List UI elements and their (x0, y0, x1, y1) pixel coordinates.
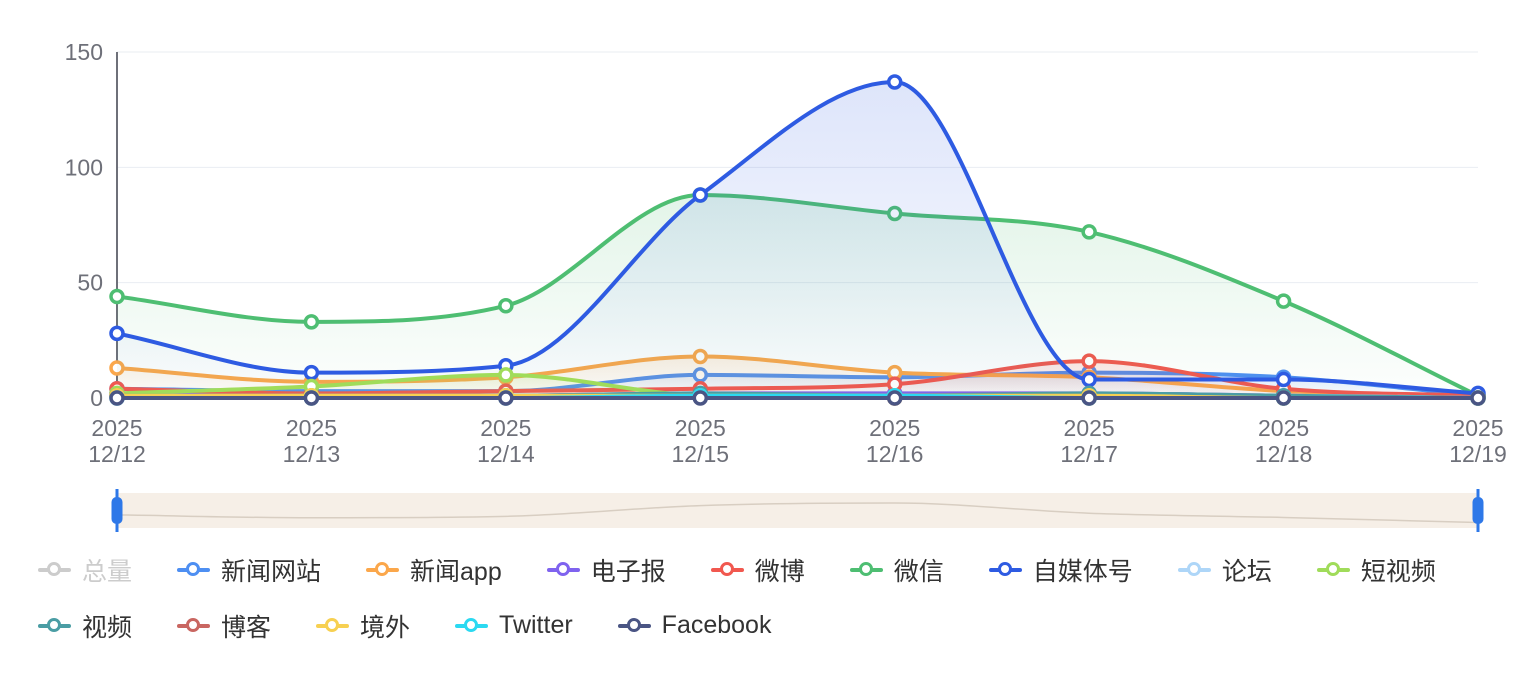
legend-item-Twitter[interactable]: Twitter (455, 605, 573, 646)
legend-line-marker-icon (177, 562, 211, 577)
x-axis-tick-date: 12/13 (283, 441, 341, 467)
legend-label: 总量 (82, 557, 133, 586)
legend-label: 短视频 (1360, 557, 1436, 586)
x-axis-tick-date: 12/19 (1449, 441, 1507, 467)
data-point[interactable] (498, 367, 514, 383)
data-point[interactable] (692, 390, 709, 406)
legend-line-marker-icon (316, 618, 350, 633)
x-axis-tick-date: 12/17 (1060, 441, 1118, 467)
data-point[interactable] (109, 325, 125, 342)
data-point[interactable] (1275, 293, 1292, 309)
y-axis-tick-label: 0 (90, 385, 103, 411)
legend-item-博客[interactable]: 博客 (177, 605, 271, 646)
legend-item-新闻网站[interactable]: 新闻网站 (177, 549, 321, 590)
x-axis-tick-date: 12/18 (1255, 441, 1313, 467)
data-point[interactable] (1275, 371, 1292, 388)
legend-label: 电子报 (590, 557, 666, 586)
data-point[interactable] (498, 297, 514, 314)
legend-line-marker-icon (710, 562, 744, 577)
datazoom-left-handle[interactable] (111, 489, 123, 532)
legend-item-Facebook[interactable]: Facebook (617, 605, 772, 646)
legend-item-新闻app[interactable]: 新闻app (366, 549, 502, 590)
legend-item-视频[interactable]: 视频 (38, 605, 132, 646)
chart-canvas: 050100150202512/12202512/13202512/142025… (65, 39, 1507, 532)
x-axis-tick-year: 2025 (91, 415, 142, 441)
x-axis-tick-year: 2025 (1452, 415, 1503, 441)
legend-line-marker-icon (1316, 562, 1350, 577)
legend-line-marker-icon (988, 562, 1022, 577)
data-point[interactable] (303, 364, 320, 381)
data-point[interactable] (498, 390, 514, 406)
legend-line-marker-icon (366, 562, 400, 577)
x-axis-tick-date: 12/14 (477, 441, 535, 467)
x-axis-tick-year: 2025 (1064, 415, 1115, 441)
legend-line-marker-icon (617, 618, 651, 633)
x-axis-tick-date: 12/12 (88, 441, 146, 467)
chart-legend: 总量 新闻网站 新闻app 电子报 微博 微信 自媒体号 论坛 短视频视频 博客 境外 Twitter… (38, 549, 1528, 646)
legend-label: 自媒体号 (1032, 557, 1133, 586)
data-point[interactable] (1081, 371, 1097, 388)
x-axis-tick-date: 12/15 (672, 441, 730, 467)
y-axis-tick-label: 100 (65, 154, 103, 180)
datazoom-shadow (116, 502, 1479, 524)
legend-item-微信[interactable]: 微信 (849, 549, 944, 590)
datazoom-right-handle[interactable] (1472, 489, 1484, 532)
legend-label: 论坛 (1221, 557, 1272, 586)
data-point[interactable] (886, 390, 903, 406)
legend-item-微博[interactable]: 微博 (710, 549, 805, 590)
legend-label: 博客 (221, 613, 272, 642)
legend-label: 微博 (754, 557, 805, 586)
legend-label: 视频 (82, 613, 133, 642)
data-point[interactable] (886, 74, 903, 90)
legend-label: 境外 (360, 613, 411, 642)
datazoom-track[interactable] (117, 493, 1478, 528)
legend-line-marker-icon (546, 562, 580, 577)
data-point[interactable] (303, 314, 320, 330)
x-axis-labels: 202512/12202512/13202512/14202512/152025… (88, 415, 1507, 467)
x-axis-tick-year: 2025 (675, 415, 726, 441)
legend-label: 新闻网站 (221, 557, 322, 586)
datazoom-slider[interactable] (111, 489, 1484, 532)
legend-label: 新闻app (410, 557, 502, 586)
legend-line-marker-icon (177, 618, 211, 633)
legend-line-marker-icon (38, 618, 71, 633)
legend-item-总量[interactable]: 总量 (38, 549, 132, 590)
y-axis-tick-label: 50 (77, 270, 103, 296)
x-axis-tick-year: 2025 (869, 415, 920, 441)
legend-label: 微信 (893, 557, 944, 586)
series-Facebook (109, 390, 1486, 406)
data-point[interactable] (109, 288, 125, 305)
legend-line-marker-icon (1177, 562, 1211, 577)
x-axis-tick-year: 2025 (480, 415, 531, 441)
x-axis-tick-date: 12/16 (866, 441, 924, 467)
y-axis-tick-label: 150 (65, 39, 103, 65)
legend-label: Facebook (661, 611, 772, 639)
legend-item-自媒体号[interactable]: 自媒体号 (988, 549, 1133, 590)
data-point[interactable] (692, 187, 709, 203)
series-area (117, 81, 1478, 398)
x-axis-tick-year: 2025 (1258, 415, 1309, 441)
legend-item-境外[interactable]: 境外 (316, 605, 410, 646)
legend-item-短视频[interactable]: 短视频 (1316, 549, 1436, 590)
x-axis-tick-year: 2025 (286, 415, 337, 441)
legend-line-marker-icon (849, 562, 883, 577)
legend-item-论坛[interactable]: 论坛 (1177, 549, 1272, 590)
legend-line-marker-icon (455, 618, 489, 633)
legend-line-marker-icon (38, 562, 71, 577)
data-point[interactable] (303, 390, 320, 406)
data-point[interactable] (109, 390, 125, 406)
data-point[interactable] (1275, 390, 1292, 406)
legend-label: Twitter (499, 611, 573, 639)
series-line (115, 79, 1480, 396)
data-point[interactable] (1470, 390, 1486, 406)
data-point[interactable] (1081, 224, 1097, 240)
series-area (117, 374, 1478, 398)
legend-item-电子报[interactable]: 电子报 (546, 549, 666, 590)
data-point[interactable] (1081, 390, 1097, 406)
